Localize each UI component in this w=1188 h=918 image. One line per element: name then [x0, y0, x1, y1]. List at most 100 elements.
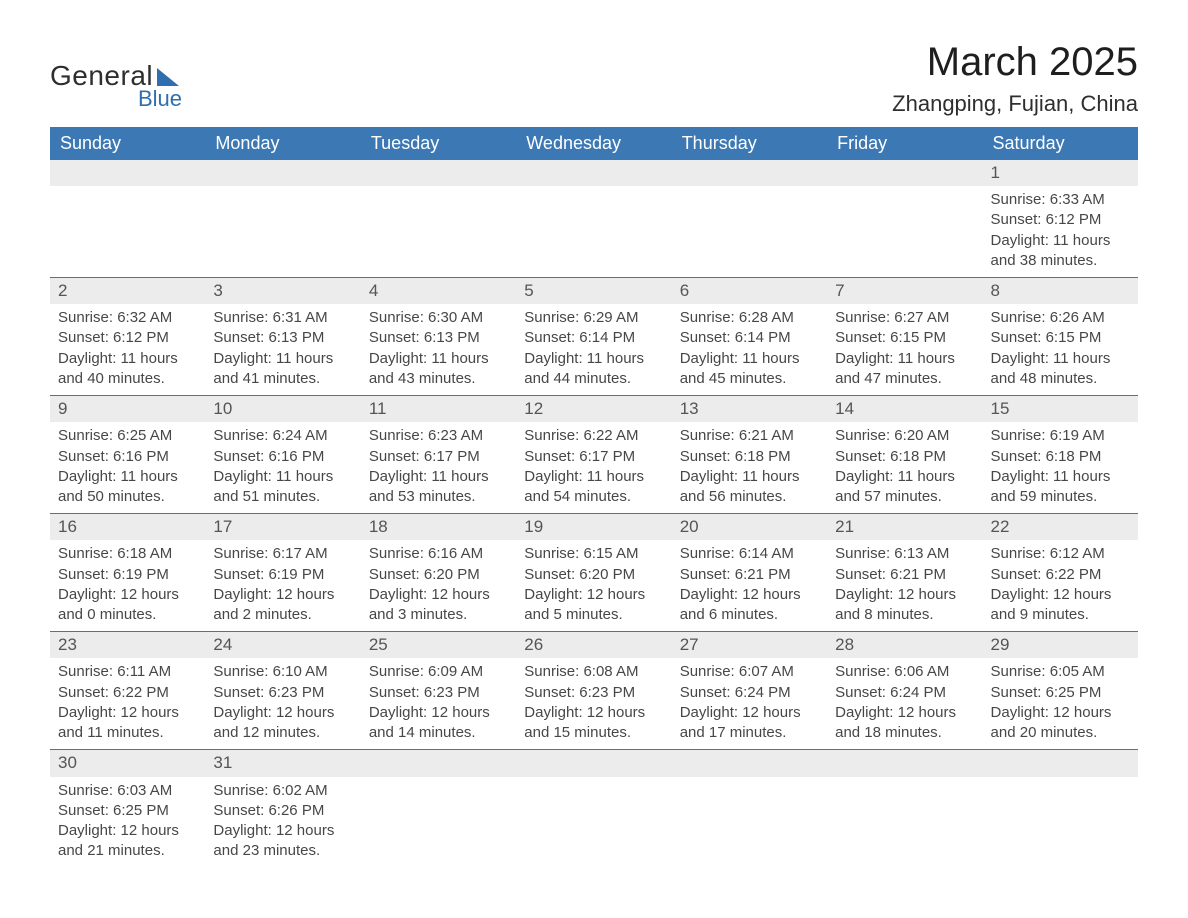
day-daylight2-text: and 9 minutes. — [991, 605, 1130, 625]
day-sunrise-text: Sunrise: 6:20 AM — [835, 426, 974, 446]
day-number: 10 — [205, 396, 360, 422]
day-content: Sunrise: 6:17 AMSunset: 6:19 PMDaylight:… — [205, 540, 360, 631]
day-content — [672, 777, 827, 868]
calendar-day-cell: 21Sunrise: 6:13 AMSunset: 6:21 PMDayligh… — [827, 514, 982, 632]
day-daylight1-text: Daylight: 11 hours — [369, 349, 508, 369]
day-daylight1-text: Daylight: 11 hours — [369, 467, 508, 487]
day-number: 2 — [50, 278, 205, 304]
day-number: 7 — [827, 278, 982, 304]
day-number: 21 — [827, 514, 982, 540]
day-sunset-text: Sunset: 6:22 PM — [991, 565, 1130, 585]
day-sunrise-text: Sunrise: 6:05 AM — [991, 662, 1130, 682]
day-number: 22 — [983, 514, 1138, 540]
day-sunrise-text: Sunrise: 6:31 AM — [213, 308, 352, 328]
day-daylight1-text: Daylight: 12 hours — [213, 703, 352, 723]
day-content: Sunrise: 6:07 AMSunset: 6:24 PMDaylight:… — [672, 658, 827, 749]
day-number: 8 — [983, 278, 1138, 304]
calendar-day-cell: 11Sunrise: 6:23 AMSunset: 6:17 PMDayligh… — [361, 396, 516, 514]
day-sunrise-text: Sunrise: 6:02 AM — [213, 781, 352, 801]
calendar-day-cell: 9Sunrise: 6:25 AMSunset: 6:16 PMDaylight… — [50, 396, 205, 514]
day-sunset-text: Sunset: 6:23 PM — [369, 683, 508, 703]
day-content: Sunrise: 6:13 AMSunset: 6:21 PMDaylight:… — [827, 540, 982, 631]
day-sunrise-text: Sunrise: 6:25 AM — [58, 426, 197, 446]
day-daylight1-text: Daylight: 12 hours — [369, 585, 508, 605]
day-sunrise-text: Sunrise: 6:21 AM — [680, 426, 819, 446]
weekday-header: Saturday — [983, 127, 1138, 160]
day-sunset-text: Sunset: 6:12 PM — [58, 328, 197, 348]
day-number: 16 — [50, 514, 205, 540]
day-daylight1-text: Daylight: 11 hours — [58, 467, 197, 487]
day-sunset-text: Sunset: 6:19 PM — [213, 565, 352, 585]
day-sunrise-text: Sunrise: 6:03 AM — [58, 781, 197, 801]
day-number: 25 — [361, 632, 516, 658]
day-number: 6 — [672, 278, 827, 304]
day-daylight1-text: Daylight: 12 hours — [835, 703, 974, 723]
day-daylight1-text: Daylight: 12 hours — [213, 821, 352, 841]
day-content: Sunrise: 6:11 AMSunset: 6:22 PMDaylight:… — [50, 658, 205, 749]
day-number — [205, 160, 360, 186]
day-sunset-text: Sunset: 6:20 PM — [369, 565, 508, 585]
day-number: 3 — [205, 278, 360, 304]
day-content: Sunrise: 6:20 AMSunset: 6:18 PMDaylight:… — [827, 422, 982, 513]
day-daylight2-text: and 17 minutes. — [680, 723, 819, 743]
day-number: 13 — [672, 396, 827, 422]
day-number: 31 — [205, 750, 360, 776]
calendar-day-cell: 24Sunrise: 6:10 AMSunset: 6:23 PMDayligh… — [205, 632, 360, 750]
day-content: Sunrise: 6:16 AMSunset: 6:20 PMDaylight:… — [361, 540, 516, 631]
calendar-day-cell — [827, 160, 982, 278]
calendar-day-cell: 5Sunrise: 6:29 AMSunset: 6:14 PMDaylight… — [516, 278, 671, 396]
day-daylight1-text: Daylight: 12 hours — [213, 585, 352, 605]
day-daylight2-text: and 53 minutes. — [369, 487, 508, 507]
day-daylight2-text: and 40 minutes. — [58, 369, 197, 389]
day-sunrise-text: Sunrise: 6:32 AM — [58, 308, 197, 328]
calendar-day-cell: 2 Sunrise: 6:32 AMSunset: 6:12 PMDaylight… — [50, 278, 205, 396]
calendar-day-cell — [983, 750, 1138, 868]
calendar-day-cell: 23Sunrise: 6:11 AMSunset: 6:22 PMDayligh… — [50, 632, 205, 750]
day-content: Sunrise: 6:33 AMSunset: 6:12 PMDaylight:… — [983, 186, 1138, 277]
day-sunset-text: Sunset: 6:15 PM — [835, 328, 974, 348]
day-number — [361, 160, 516, 186]
calendar-day-cell: 29Sunrise: 6:05 AMSunset: 6:25 PMDayligh… — [983, 632, 1138, 750]
day-sunset-text: Sunset: 6:22 PM — [58, 683, 197, 703]
location-subtitle: Zhangping, Fujian, China — [892, 91, 1138, 117]
calendar-day-cell: 8Sunrise: 6:26 AMSunset: 6:15 PMDaylight… — [983, 278, 1138, 396]
day-sunrise-text: Sunrise: 6:27 AM — [835, 308, 974, 328]
day-number: 20 — [672, 514, 827, 540]
logo-sail-icon — [157, 68, 179, 86]
day-daylight2-text: and 15 minutes. — [524, 723, 663, 743]
day-number: 4 — [361, 278, 516, 304]
day-number: 17 — [205, 514, 360, 540]
day-content — [827, 186, 982, 277]
calendar-day-cell: 1Sunrise: 6:33 AMSunset: 6:12 PMDaylight… — [983, 160, 1138, 278]
weekday-header: Monday — [205, 127, 360, 160]
day-daylight2-text: and 41 minutes. — [213, 369, 352, 389]
day-number — [50, 160, 205, 186]
day-content: Sunrise: 6:26 AMSunset: 6:15 PMDaylight:… — [983, 304, 1138, 395]
calendar-header: SundayMondayTuesdayWednesdayThursdayFrid… — [50, 127, 1138, 160]
day-daylight2-text: and 12 minutes. — [213, 723, 352, 743]
day-sunrise-text: Sunrise: 6:16 AM — [369, 544, 508, 564]
day-number: 5 — [516, 278, 671, 304]
day-daylight1-text: Daylight: 11 hours — [58, 349, 197, 369]
day-daylight1-text: Daylight: 11 hours — [680, 467, 819, 487]
calendar-day-cell — [827, 750, 982, 868]
day-sunset-text: Sunset: 6:20 PM — [524, 565, 663, 585]
day-number: 11 — [361, 396, 516, 422]
day-content — [827, 777, 982, 868]
day-number: 1 — [983, 160, 1138, 186]
day-content: Sunrise: 6:25 AMSunset: 6:16 PMDaylight:… — [50, 422, 205, 513]
calendar-day-cell — [361, 160, 516, 278]
calendar-day-cell: 26Sunrise: 6:08 AMSunset: 6:23 PMDayligh… — [516, 632, 671, 750]
weekday-row: SundayMondayTuesdayWednesdayThursdayFrid… — [50, 127, 1138, 160]
day-content: Sunrise: 6:08 AMSunset: 6:23 PMDaylight:… — [516, 658, 671, 749]
day-daylight1-text: Daylight: 11 hours — [835, 349, 974, 369]
day-sunrise-text: Sunrise: 6:26 AM — [991, 308, 1130, 328]
calendar-day-cell: 31Sunrise: 6:02 AMSunset: 6:26 PMDayligh… — [205, 750, 360, 868]
day-daylight1-text: Daylight: 12 hours — [369, 703, 508, 723]
day-content: Sunrise: 6:23 AMSunset: 6:17 PMDaylight:… — [361, 422, 516, 513]
day-daylight1-text: Daylight: 12 hours — [991, 703, 1130, 723]
day-sunrise-text: Sunrise: 6:07 AM — [680, 662, 819, 682]
day-sunrise-text: Sunrise: 6:12 AM — [991, 544, 1130, 564]
day-sunrise-text: Sunrise: 6:11 AM — [58, 662, 197, 682]
day-content: Sunrise: 6:28 AMSunset: 6:14 PMDaylight:… — [672, 304, 827, 395]
